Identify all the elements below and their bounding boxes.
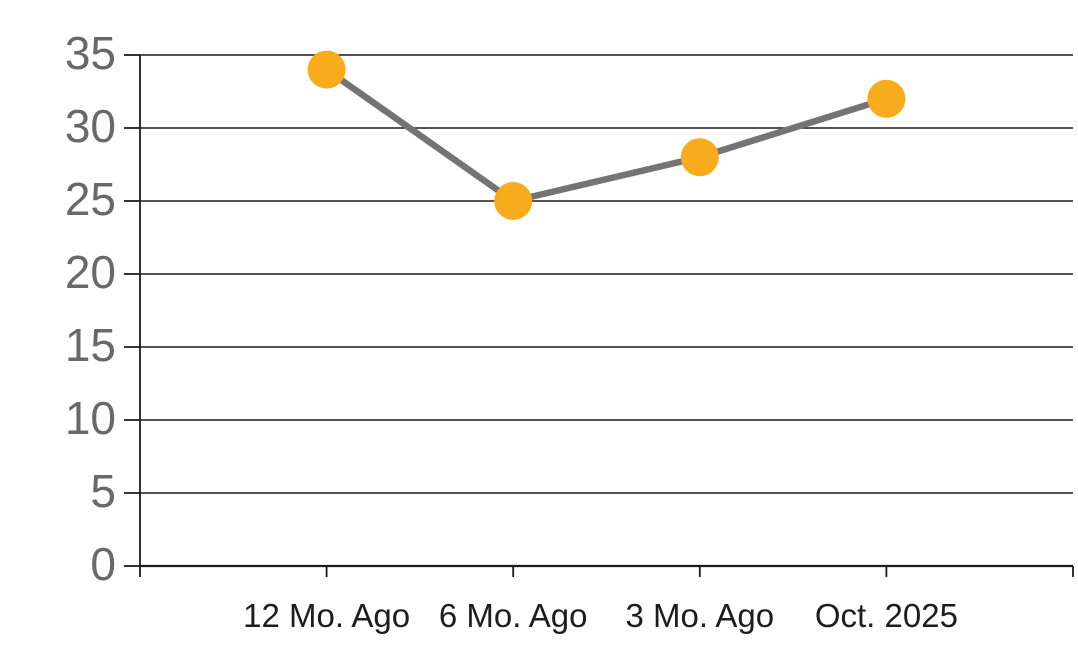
y-tick-label-30: 30 xyxy=(65,100,116,152)
x-axis xyxy=(325,566,1074,577)
y-tick-label-35: 35 xyxy=(65,27,116,79)
gridlines xyxy=(140,54,1073,568)
data-point-3 xyxy=(867,79,906,118)
y-tick-label-5: 5 xyxy=(90,465,116,517)
y-tick-label-20: 20 xyxy=(65,246,116,298)
data-point-1 xyxy=(494,182,533,220)
x-tick-label-3: Oct. 2025 xyxy=(815,597,958,634)
data-point-0 xyxy=(307,50,346,89)
y-axis xyxy=(124,54,141,577)
x-tick-label-1: 6 Mo. Ago xyxy=(439,597,588,634)
data-series-markers xyxy=(307,50,906,220)
data-series-line xyxy=(323,66,890,205)
y-tick-label-25: 25 xyxy=(65,173,116,225)
y-tick-label-15: 15 xyxy=(65,319,116,371)
x-tick-label-0: 12 Mo. Ago xyxy=(243,597,410,634)
x-axis-labels: 12 Mo. Ago 6 Mo. Ago 3 Mo. Ago Oct. 2025 xyxy=(243,597,958,634)
y-tick-label-10: 10 xyxy=(65,392,116,444)
y-axis-labels: 0 5 10 15 20 25 30 35 xyxy=(65,27,116,590)
y-tick-label-0: 0 xyxy=(90,538,116,590)
series-line xyxy=(323,66,890,205)
data-point-2 xyxy=(680,138,719,177)
x-tick-label-2: 3 Mo. Ago xyxy=(625,597,774,634)
